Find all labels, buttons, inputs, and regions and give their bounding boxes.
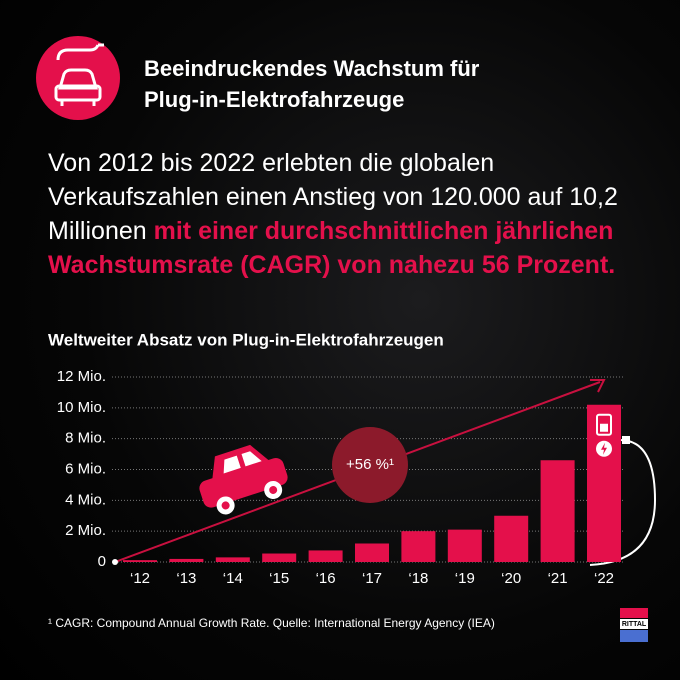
footnote: ¹ CAGR: Compound Annual Growth Rate. Que… [48, 616, 495, 630]
plug [622, 436, 630, 444]
y-tick-label: 12 Mio. [57, 368, 106, 385]
y-tick-label: 2 Mio. [65, 522, 106, 539]
logo: RITTAL [620, 608, 648, 642]
x-tick-label: ‘19 [455, 570, 475, 587]
bar [540, 460, 575, 562]
x-tick-label: ‘22 [594, 570, 614, 587]
bar [262, 553, 297, 562]
x-tick-label: ‘13 [176, 570, 196, 587]
y-tick-label: 4 Mio. [65, 491, 106, 508]
bar [308, 550, 343, 562]
car-icon [54, 43, 104, 106]
bar [215, 557, 250, 562]
annotation: +56 %¹ [346, 456, 394, 473]
bar [447, 529, 482, 562]
annotation-circle [332, 427, 408, 503]
y-tick-label: 6 Mio. [65, 460, 106, 477]
x-tick-label: ‘16 [316, 570, 336, 587]
arrow-head [590, 379, 606, 393]
body-plain: Von 2012 bis 2022 erlebten die globalen … [48, 149, 618, 245]
car-graphic [199, 444, 288, 515]
y-tick-label: 8 Mio. [65, 430, 106, 447]
x-tick-label: ‘14 [223, 570, 243, 587]
bar [123, 560, 157, 562]
bar [401, 531, 436, 562]
title-line: Beeindruckendes Wachstum für [144, 56, 480, 81]
x-tick-label: ‘18 [408, 570, 428, 587]
x-tick-label: ‘20 [501, 570, 521, 587]
bar [494, 515, 529, 562]
y-tick-label: 10 Mio. [57, 399, 106, 416]
cable-end [112, 559, 118, 565]
body-highlight: mit einer durchschnittlichen jährlichen … [48, 217, 616, 279]
y-tick-label: 0 [98, 553, 106, 570]
x-tick-label: ‘15 [269, 570, 289, 587]
bolt [601, 442, 607, 455]
battery-icon [596, 413, 612, 436]
chart-title: Weltweiter Absatz von Plug-in-Elektrofah… [48, 330, 444, 349]
bar [355, 543, 389, 562]
battery-level [600, 423, 608, 432]
body-text: Von 2012 bis 2022 erlebten die globalen … [48, 146, 638, 282]
bar [169, 558, 204, 562]
cable [589, 439, 657, 566]
x-tick-label: ‘17 [362, 570, 382, 587]
title-line: Plug-in-Elektrofahrzeuge [144, 87, 404, 112]
svg-text:RITTAL: RITTAL [622, 621, 647, 628]
x-tick-label: ‘12 [130, 570, 150, 587]
x-tick-label: ‘21 [548, 570, 568, 587]
